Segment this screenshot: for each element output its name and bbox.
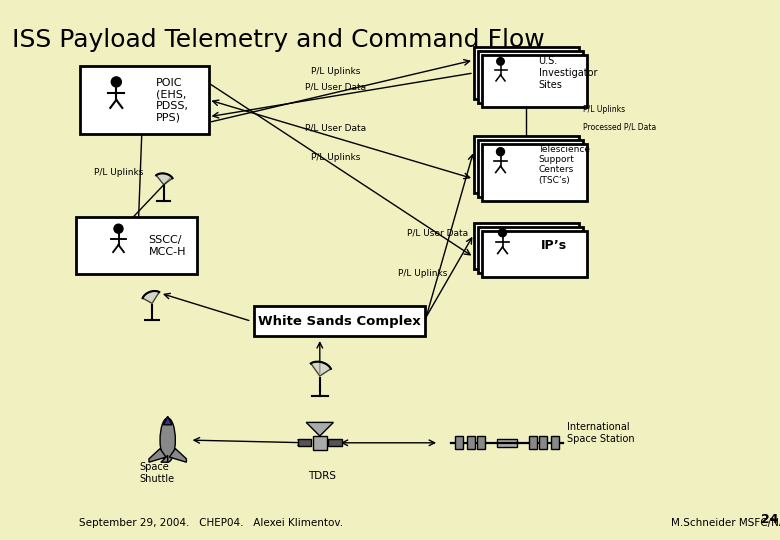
Ellipse shape (160, 418, 176, 462)
Bar (478, 227, 583, 273)
Circle shape (114, 224, 123, 233)
Bar (477, 436, 484, 449)
Text: White Sands Complex: White Sands Complex (258, 315, 420, 328)
Text: POIC
(EHS,
PDSS,
PPS): POIC (EHS, PDSS, PPS) (156, 78, 190, 122)
Text: IP’s: IP’s (541, 239, 566, 252)
Bar (474, 137, 580, 193)
Bar (482, 144, 587, 201)
Text: Telescience
Support
Centers
(TSC’s): Telescience Support Centers (TSC’s) (538, 145, 590, 185)
Text: P/L User Data: P/L User Data (407, 229, 469, 238)
Polygon shape (310, 362, 331, 376)
Circle shape (497, 58, 504, 65)
Bar (498, 439, 516, 447)
Bar (298, 440, 311, 446)
Circle shape (112, 77, 122, 87)
Bar (482, 231, 587, 276)
Text: SSCC/
MCC-H: SSCC/ MCC-H (148, 235, 186, 256)
Bar (328, 440, 342, 446)
Circle shape (498, 229, 506, 237)
Text: International
Space Station: International Space Station (567, 422, 635, 443)
Text: P/L Uplinks: P/L Uplinks (399, 269, 448, 279)
Circle shape (497, 148, 505, 156)
Text: September 29, 2004.   CHEP04.   Alexei Klimentov.: September 29, 2004. CHEP04. Alexei Klime… (79, 518, 342, 528)
Text: P/L User Data: P/L User Data (305, 123, 366, 132)
Bar (455, 436, 463, 449)
Bar (482, 55, 587, 106)
Bar (76, 217, 197, 274)
Bar (551, 436, 559, 449)
Bar (474, 47, 580, 98)
Text: 24: 24 (760, 513, 778, 526)
Text: P/L Uplinks: P/L Uplinks (310, 68, 360, 76)
Polygon shape (149, 449, 166, 462)
Text: Processed P/L Data: Processed P/L Data (583, 123, 657, 132)
Text: P/L User Data: P/L User Data (305, 83, 366, 91)
Bar (254, 306, 425, 336)
Bar (478, 140, 583, 197)
Bar (467, 436, 475, 449)
Text: U.S.
Investigator
Sites: U.S. Investigator Sites (538, 56, 597, 90)
Bar (530, 436, 537, 449)
Text: Space
Shuttle: Space Shuttle (140, 462, 175, 484)
Polygon shape (143, 291, 159, 303)
Polygon shape (161, 455, 168, 462)
Bar (474, 222, 580, 268)
Polygon shape (307, 422, 333, 436)
Text: TDRS: TDRS (308, 471, 336, 481)
Text: P/L Uplinks: P/L Uplinks (94, 168, 144, 177)
Text: P/L Uplinks: P/L Uplinks (583, 105, 626, 114)
Text: M.Schneider MSFC/NASA: M.Schneider MSFC/NASA (671, 518, 780, 528)
Text: ISS Payload Telemetry and Command Flow: ISS Payload Telemetry and Command Flow (12, 28, 544, 52)
Text: P/L Uplinks: P/L Uplinks (310, 153, 360, 162)
Polygon shape (169, 449, 186, 462)
Bar (478, 51, 583, 103)
Polygon shape (156, 173, 172, 185)
Bar (539, 436, 547, 449)
Bar (80, 66, 209, 133)
Bar (313, 436, 327, 450)
Polygon shape (164, 416, 172, 425)
